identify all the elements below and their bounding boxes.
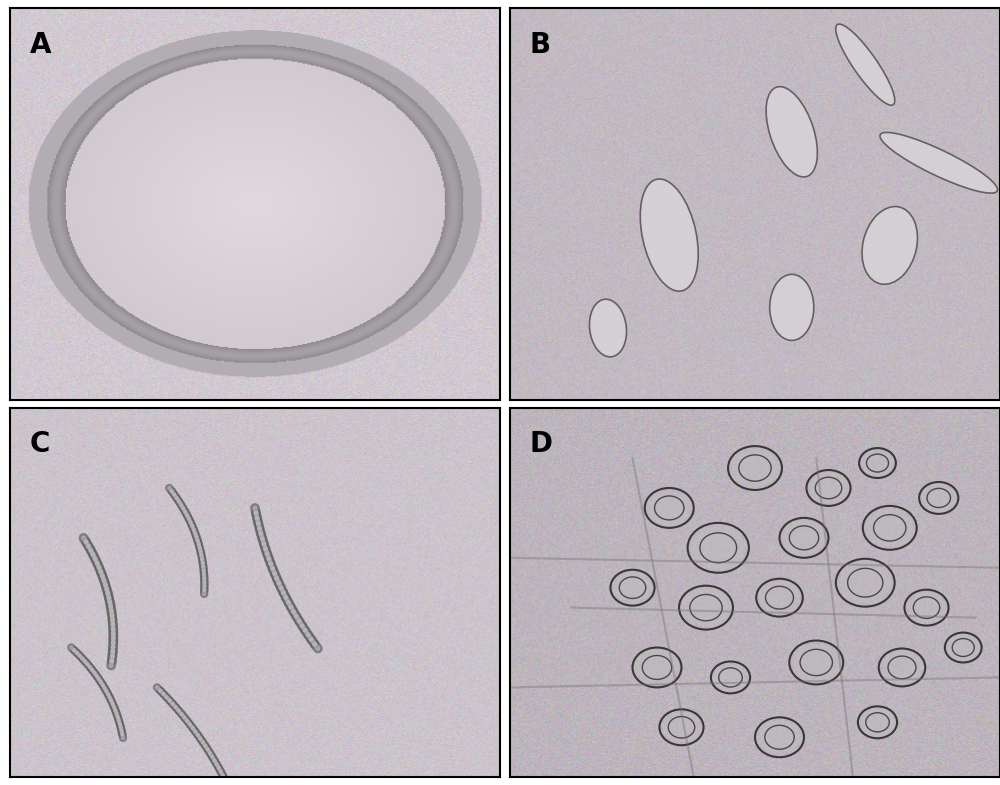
Circle shape <box>759 721 800 754</box>
Circle shape <box>908 593 945 623</box>
Circle shape <box>683 589 729 626</box>
Ellipse shape <box>766 86 817 177</box>
Ellipse shape <box>880 133 998 193</box>
Circle shape <box>636 651 678 685</box>
Text: C: C <box>30 430 50 458</box>
Ellipse shape <box>589 299 627 357</box>
Circle shape <box>810 473 847 503</box>
Circle shape <box>922 484 955 512</box>
Circle shape <box>732 449 778 487</box>
Ellipse shape <box>770 274 814 341</box>
Circle shape <box>760 582 799 614</box>
Text: B: B <box>530 31 551 60</box>
Ellipse shape <box>640 179 698 291</box>
Circle shape <box>714 664 747 691</box>
Circle shape <box>882 652 922 684</box>
Circle shape <box>861 709 894 736</box>
Circle shape <box>862 451 893 476</box>
Text: D: D <box>530 430 553 458</box>
Ellipse shape <box>862 206 917 284</box>
Circle shape <box>663 712 700 743</box>
Circle shape <box>648 491 690 525</box>
Circle shape <box>840 562 890 603</box>
Text: A: A <box>30 31 51 60</box>
Circle shape <box>783 521 825 555</box>
Ellipse shape <box>836 24 895 105</box>
Circle shape <box>867 509 913 546</box>
Circle shape <box>614 572 651 603</box>
Circle shape <box>793 644 839 681</box>
Circle shape <box>948 635 979 660</box>
Circle shape <box>692 527 744 569</box>
